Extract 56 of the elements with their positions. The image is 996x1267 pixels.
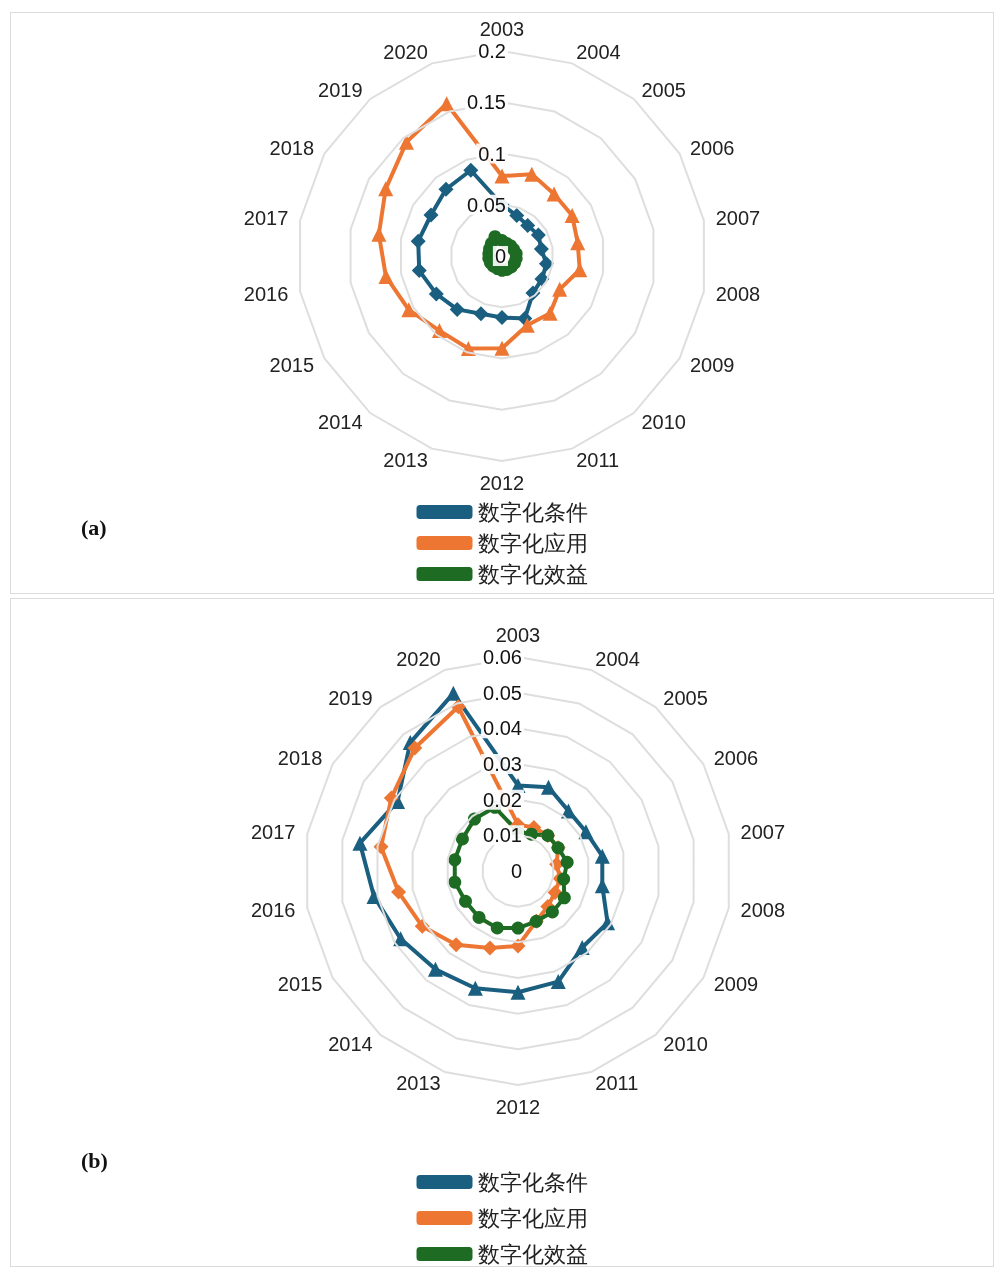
text: (a)	[81, 514, 107, 540]
legend-label: 数字化条件	[477, 499, 588, 525]
spoke-label: 2010	[641, 411, 686, 434]
y-tick-label: 0.05	[483, 681, 522, 704]
spoke-label: 2003	[495, 624, 541, 646]
y-tick-label: 0.04	[483, 717, 522, 740]
y-tick-label: 0.06	[483, 646, 522, 668]
y-tick-label: 0.02	[483, 788, 522, 811]
spoke-label: 2003	[479, 18, 525, 40]
legend-label: 数字化效益	[477, 1241, 588, 1267]
spoke-label: 2013	[383, 448, 428, 471]
legend-label: 数字化应用	[477, 1205, 588, 1231]
spoke-label: 2005	[663, 686, 708, 709]
y-tick-label: 0	[510, 860, 522, 882]
spoke-label: 2019	[318, 78, 363, 101]
y-tick-label: 0	[494, 245, 506, 267]
spoke-label: 2014	[318, 411, 363, 434]
y-tick-label: 0.2	[478, 40, 506, 62]
spoke-label: 2016	[243, 282, 289, 305]
spoke-label: 2004	[576, 41, 621, 64]
spoke-label: 2008	[715, 282, 761, 305]
spoke-label: 2009	[689, 353, 735, 376]
spoke-label: 2007	[715, 207, 761, 230]
spoke-label: 2010	[663, 1033, 708, 1056]
legend-label: 数字化条件	[477, 1169, 588, 1195]
spoke-label: 2013	[396, 1072, 441, 1095]
spoke-label: 2005	[641, 78, 686, 101]
spoke-label: 2008	[740, 899, 786, 922]
y-tick-label: 0.1	[478, 142, 506, 165]
spoke-label: 2014	[328, 1033, 373, 1056]
spoke-label: 2018	[277, 747, 323, 769]
y-tick-label: 0.15	[467, 91, 506, 114]
spoke-label: 2017	[250, 820, 296, 843]
text: (b)	[81, 1147, 108, 1173]
spoke-label: 2006	[713, 747, 759, 769]
spoke-label: 2017	[243, 207, 289, 230]
spoke-label: 2004	[595, 647, 640, 670]
y-tick-label: 0.05	[467, 193, 506, 216]
spoke-label: 2015	[269, 353, 315, 376]
spoke-label: 2012	[495, 1096, 541, 1118]
spoke-label: 2012	[479, 472, 525, 494]
legend-label: 数字化应用	[477, 530, 588, 556]
spoke-label: 2020	[383, 41, 428, 64]
y-tick-label: 0.01	[483, 824, 522, 847]
spoke-label: 2018	[269, 136, 315, 159]
legend-label: 数字化效益	[477, 561, 588, 587]
spoke-label: 2015	[277, 973, 323, 995]
y-tick-label: 0.03	[483, 753, 522, 775]
spoke-label: 2019	[328, 686, 373, 709]
spoke-label: 2009	[713, 973, 759, 995]
spoke-label: 2011	[595, 1072, 639, 1095]
spoke-label: 2007	[740, 820, 786, 843]
spoke-label: 2020	[396, 647, 441, 670]
spoke-label: 2016	[250, 899, 296, 922]
spoke-label: 2006	[689, 136, 735, 159]
spoke-label: 2011	[576, 448, 620, 471]
